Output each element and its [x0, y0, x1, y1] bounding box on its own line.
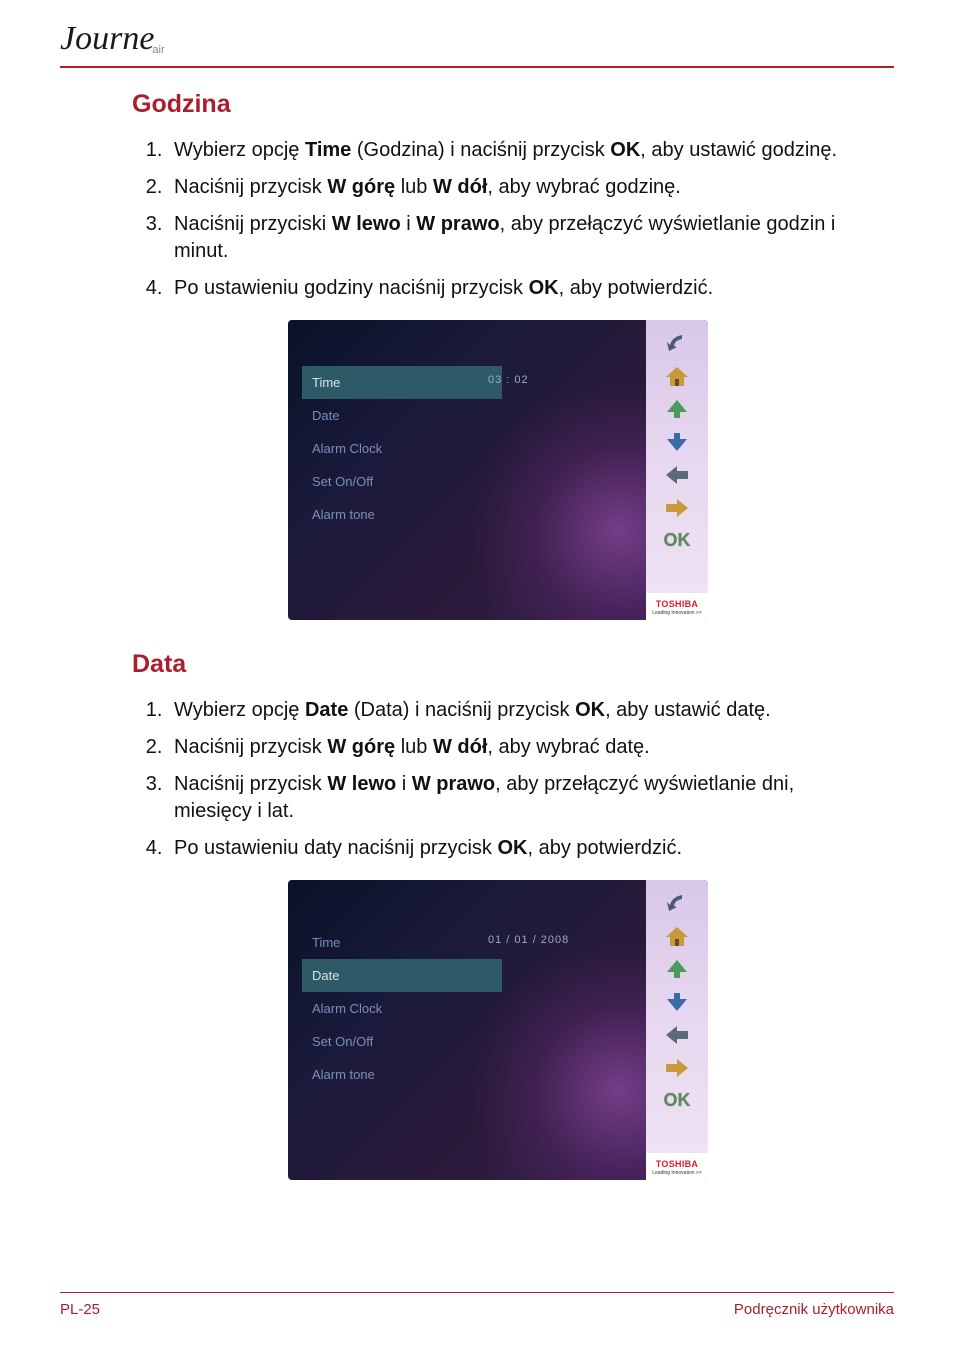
arrow-right-icon: [661, 1053, 693, 1083]
device-screenshot-date: Time Date Alarm Clock Set On/Off Alarm t…: [288, 880, 708, 1180]
logo-main: Journe: [60, 20, 154, 58]
menu-item-set-onoff: Set On/Off: [302, 1025, 502, 1058]
device-menu: Time Date Alarm Clock Set On/Off Alarm t…: [302, 926, 502, 1091]
arrow-left-icon: [661, 460, 693, 490]
menu-item-time: Time: [302, 366, 502, 399]
step: Po ustawieniu godziny naciśnij przycisk …: [168, 275, 864, 302]
device-screenshot-time: Time Date Alarm Clock Set On/Off Alarm t…: [288, 320, 708, 620]
menu-item-time: Time: [302, 926, 502, 959]
arrow-left-icon: [661, 1020, 693, 1050]
step: Wybierz opcję Date (Data) i naciśnij prz…: [168, 697, 864, 724]
logo: Journeair: [60, 20, 894, 58]
footer-title: Podręcznik użytkownika: [734, 1301, 894, 1318]
home-icon: [661, 361, 693, 391]
step: Naciśnij przycisk W górę lub W dół, aby …: [168, 174, 864, 201]
step: Naciśnij przyciski W lewo i W prawo, aby…: [168, 211, 864, 265]
section-title-data: Data: [132, 650, 864, 679]
menu-item-alarm-tone: Alarm tone: [302, 1058, 502, 1091]
brand-label: TOSHIBA: [648, 599, 706, 609]
side-button-panel: OK TOSHIBA Leading Innovation >>: [646, 880, 708, 1180]
godzina-steps: Wybierz opcję Time (Godzina) i naciśnij …: [132, 137, 864, 302]
brand-box: TOSHIBA Leading Innovation >>: [646, 1153, 708, 1180]
brand-label: TOSHIBA: [648, 1159, 706, 1169]
menu-item-alarm-clock: Alarm Clock: [302, 432, 502, 465]
menu-value: 01 / 01 / 2008: [488, 934, 569, 946]
menu-value: 03 : 02: [488, 374, 529, 386]
brand-tagline: Leading Innovation >>: [648, 610, 706, 616]
step: Naciśnij przycisk W górę lub W dół, aby …: [168, 734, 864, 761]
arrow-up-icon: [661, 394, 693, 424]
brand-tagline: Leading Innovation >>: [648, 1170, 706, 1176]
page-number: PL-25: [60, 1301, 100, 1318]
section-title-godzina: Godzina: [132, 90, 864, 119]
device-menu: Time Date Alarm Clock Set On/Off Alarm t…: [302, 366, 502, 531]
arrow-right-icon: [661, 493, 693, 523]
step: Po ustawieniu daty naciśnij przycisk OK,…: [168, 835, 864, 862]
step: Wybierz opcję Time (Godzina) i naciśnij …: [168, 137, 864, 164]
menu-item-alarm-clock: Alarm Clock: [302, 992, 502, 1025]
menu-item-date: Date: [302, 959, 502, 992]
footer-rule: [60, 1292, 894, 1293]
menu-item-date: Date: [302, 399, 502, 432]
back-icon: [661, 888, 693, 918]
data-steps: Wybierz opcję Date (Data) i naciśnij prz…: [132, 697, 864, 862]
home-icon: [661, 921, 693, 951]
menu-item-alarm-tone: Alarm tone: [302, 498, 502, 531]
arrow-up-icon: [661, 954, 693, 984]
arrow-down-icon: [661, 987, 693, 1017]
menu-item-set-onoff: Set On/Off: [302, 465, 502, 498]
logo-sub: air: [152, 44, 164, 56]
ok-button-label: OK: [664, 1090, 691, 1111]
ok-button-label: OK: [664, 530, 691, 551]
page-footer: PL-25 Podręcznik użytkownika: [60, 1292, 894, 1318]
side-button-panel: OK TOSHIBA Leading Innovation >>: [646, 320, 708, 620]
arrow-down-icon: [661, 427, 693, 457]
brand-box: TOSHIBA Leading Innovation >>: [646, 593, 708, 620]
header-rule: [60, 66, 894, 68]
step: Naciśnij przycisk W lewo i W prawo, aby …: [168, 771, 864, 825]
back-icon: [661, 328, 693, 358]
